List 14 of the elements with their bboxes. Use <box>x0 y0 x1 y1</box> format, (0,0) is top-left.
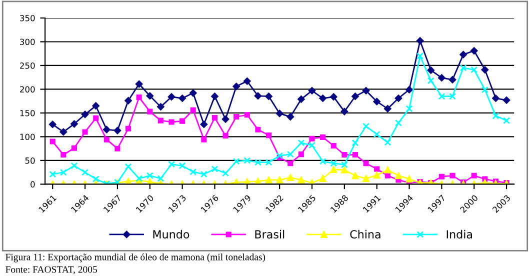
y-tick-label: 200 <box>20 86 35 93</box>
legend-label: Mundo <box>153 230 190 239</box>
legend-label: India <box>446 230 472 239</box>
source-note: Fonte: FAOSTAT, 2005 <box>6 266 97 274</box>
legend-label: Brasil <box>255 230 284 239</box>
y-tick-label: 100 <box>20 134 35 140</box>
y-tick-label: 50 <box>25 157 35 164</box>
legend-label: China <box>350 230 380 239</box>
y-tick-label: 350 <box>20 14 35 22</box>
y-tick-label: 150 <box>20 110 35 116</box>
y-tick-label: 300 <box>20 38 35 46</box>
y-tick-label: 0 <box>30 181 35 188</box>
text: Figura 11: Exportação mundial de óleo de mamona (mil toneladas) <box>6 253 266 262</box>
y-tick-label: 250 <box>20 62 35 69</box>
